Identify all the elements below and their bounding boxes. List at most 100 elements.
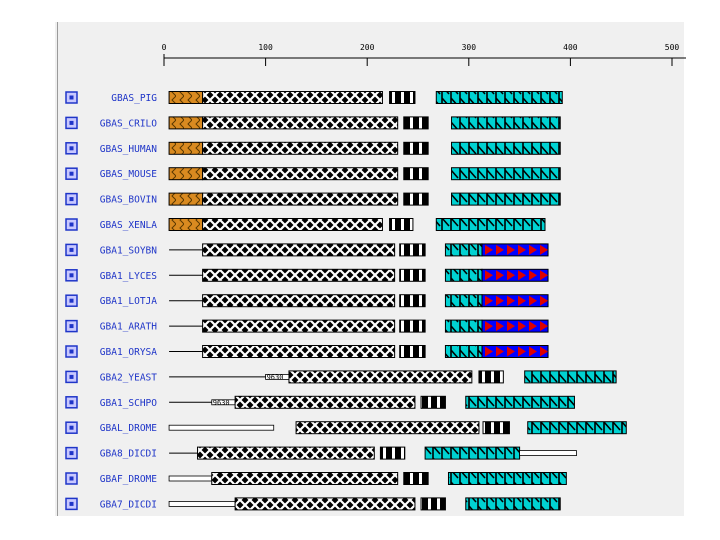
sequence-label[interactable]: GBAS_PIG [111, 93, 157, 104]
sequence-label[interactable]: GBAS_MOUSE [100, 169, 157, 180]
sequence-label[interactable]: GBA1_ORYSA [100, 347, 157, 358]
domain-black [379, 446, 406, 460]
domain-black [399, 319, 426, 333]
panel-border [57, 22, 58, 516]
sequence-row: GBAS_CRILO [65, 116, 561, 130]
domain-marker [518, 244, 527, 255]
domain-cross [211, 472, 399, 485]
domain-cross [202, 218, 383, 231]
domain-marker [485, 295, 494, 306]
sequence-label[interactable]: GBA1_LOTJA [100, 296, 157, 307]
domain-cross [295, 421, 480, 435]
sequence-row: GBA1_SOYBN [65, 243, 549, 257]
domain-marker [485, 270, 494, 281]
domain-marker [540, 270, 549, 281]
sequence-label[interactable]: GBAF_DROME [100, 474, 157, 485]
domain-marker [507, 346, 516, 357]
axis-tick-label: 200 [360, 43, 375, 52]
domain-cross [202, 192, 399, 206]
unaligned-region [519, 450, 577, 457]
domain-marker [540, 244, 549, 255]
axis-tick-label: 300 [462, 43, 477, 52]
domain-marker [485, 321, 494, 332]
domain-marker [496, 346, 505, 357]
sequence-row: GBAS_BOVIN [65, 192, 561, 206]
unaligned-region [168, 500, 236, 507]
domain-black [478, 370, 504, 384]
domain-marker [507, 321, 516, 332]
unaligned-region [168, 475, 213, 482]
sequence-label[interactable]: GBAS_CRILO [100, 118, 157, 129]
domain-cross [202, 243, 396, 257]
domain-marker [496, 270, 505, 281]
region-annotation: 9630 [267, 373, 284, 381]
row-checkbox-mark [69, 476, 74, 481]
domain-cyan [444, 243, 483, 257]
domain-cyan [444, 268, 483, 282]
sequence-label[interactable]: GBAS_BOVIN [100, 195, 157, 206]
row-checkbox-mark [69, 222, 74, 227]
domain-marker [540, 295, 549, 306]
domain-black [389, 91, 416, 104]
sequence-row: GBAF_DROME [65, 472, 567, 485]
domain-black [482, 421, 510, 435]
domain-marker [496, 321, 505, 332]
domain-cross [197, 446, 375, 460]
row-checkbox-mark [69, 298, 74, 303]
domain-cross [202, 91, 383, 104]
row-checkbox-mark [69, 349, 74, 354]
domain-cross [234, 497, 416, 511]
domain-marker [507, 244, 516, 255]
sequence-label[interactable]: GBA1_SOYBN [100, 245, 157, 256]
row-checkbox-mark [69, 324, 74, 329]
domain-cyan [435, 91, 563, 104]
region-annotation: 9630 [213, 399, 230, 407]
domain-black [403, 116, 429, 130]
axis-tick-label: 500 [665, 43, 680, 52]
sequence-label[interactable]: GBA2_YEAST [100, 372, 157, 383]
domain-cyan [451, 167, 561, 181]
domain-orange [168, 116, 204, 130]
unaligned-region [168, 424, 275, 431]
domain-marker [518, 270, 527, 281]
domain-marker [518, 346, 527, 357]
sequence-row: GBA8_DICDI [65, 446, 577, 460]
domain-cyan [465, 497, 561, 511]
sequence-label[interactable]: GBAL_DROME [100, 423, 157, 434]
sequence-row: GBAL_DROME [65, 421, 627, 435]
domain-marker [529, 244, 538, 255]
sequence-label[interactable]: GBA8_DICDI [100, 449, 157, 460]
sequence-label[interactable]: GBA7_DICDI [100, 499, 157, 510]
row-checkbox-mark [69, 120, 74, 125]
sequence-row: GBA1_SCHPO 9630 [65, 395, 575, 409]
row-checkbox-mark [69, 451, 74, 456]
sequence-label[interactable]: GBAS_HUMAN [100, 144, 157, 155]
domain-marker [518, 321, 527, 332]
domain-cross [202, 167, 399, 181]
domain-cross [202, 268, 396, 282]
domain-marker [496, 244, 505, 255]
sequence-axis: 0 100 200 300 400 500 [162, 43, 686, 66]
domain-black [399, 268, 426, 282]
domain-cross [202, 319, 396, 333]
domain-marker [485, 346, 494, 357]
axis-tick-label: 400 [563, 43, 578, 52]
sequence-row: GBAS_XENLA [65, 218, 546, 231]
sequence-label[interactable]: GBA1_ARATH [100, 322, 157, 333]
sequence-label[interactable]: GBA1_LYCES [100, 271, 157, 282]
sequence-label[interactable]: GBAS_XENLA [100, 220, 157, 231]
row-checkbox-mark [69, 501, 74, 506]
domain-cyan [524, 370, 617, 384]
domain-cyan [447, 472, 567, 485]
axis-tick-label: 0 [162, 43, 167, 52]
domain-marker [529, 321, 538, 332]
domain-cross [288, 370, 473, 384]
domain-cyan [465, 395, 575, 409]
domain-orange [168, 141, 204, 155]
row-checkbox-mark [69, 273, 74, 278]
sequence-label[interactable]: GBA1_SCHPO [100, 398, 157, 409]
sequence-row: GBAS_PIG [65, 91, 563, 104]
domain-cyan [435, 218, 546, 231]
domain-black [399, 243, 426, 257]
domain-cross [202, 141, 399, 155]
